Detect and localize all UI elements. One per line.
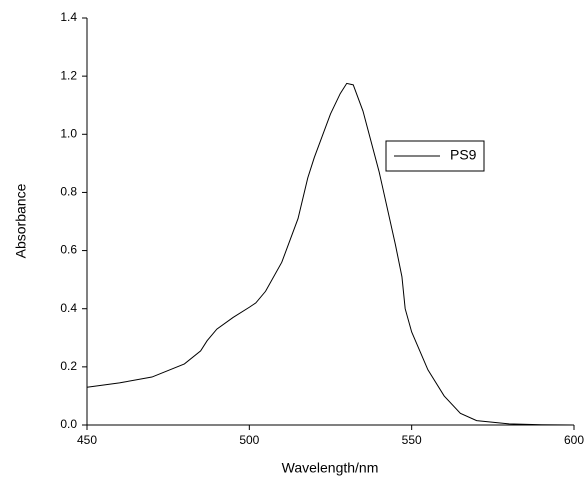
y-tick-label: 0.4 bbox=[60, 301, 77, 315]
legend-label: PS9 bbox=[450, 147, 477, 163]
x-axis-title: Wavelength/nm bbox=[282, 460, 379, 476]
y-tick-label: 0.8 bbox=[60, 185, 77, 199]
y-axis-title: Absorbance bbox=[13, 183, 29, 258]
y-tick-label: 1.4 bbox=[60, 10, 77, 24]
y-tick-label: 1.0 bbox=[60, 126, 77, 140]
y-tick-label: 0.2 bbox=[60, 359, 77, 373]
y-tick-label: 1.2 bbox=[60, 68, 77, 82]
data-line bbox=[86, 82, 575, 426]
x-tick-label: 550 bbox=[402, 433, 422, 447]
y-tick-label: 0.6 bbox=[60, 243, 77, 257]
y-tick-label: 0.0 bbox=[60, 417, 77, 431]
x-tick-label: 450 bbox=[77, 433, 97, 447]
x-tick-label: 500 bbox=[239, 433, 259, 447]
x-tick-label: 600 bbox=[564, 433, 584, 447]
